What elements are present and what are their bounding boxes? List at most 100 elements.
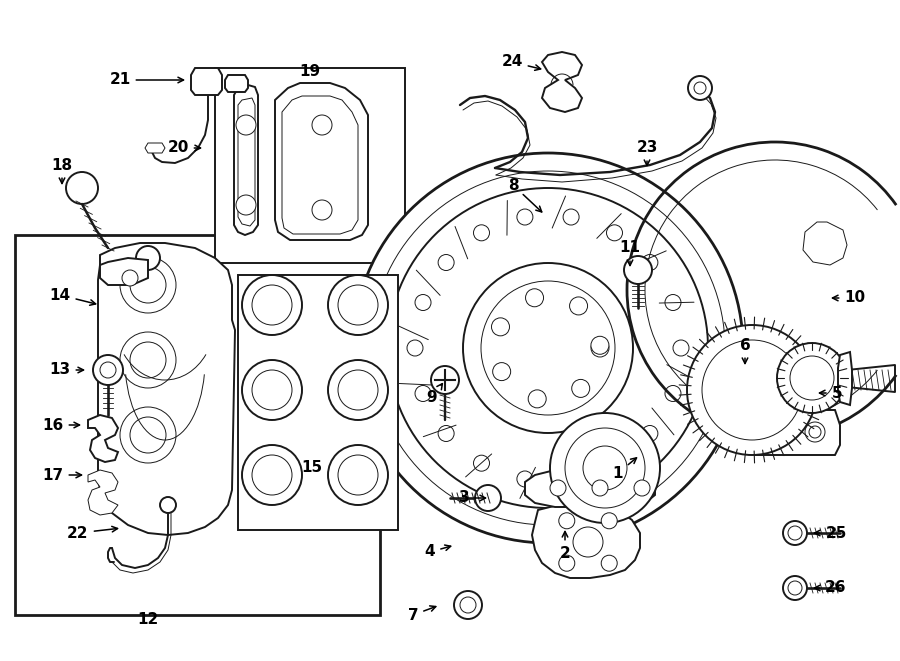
Text: 15: 15 bbox=[302, 461, 322, 475]
Circle shape bbox=[66, 172, 98, 204]
Circle shape bbox=[634, 480, 650, 496]
Polygon shape bbox=[88, 470, 118, 515]
Circle shape bbox=[130, 417, 166, 453]
Circle shape bbox=[100, 362, 116, 378]
Circle shape bbox=[338, 285, 378, 325]
Circle shape bbox=[805, 422, 825, 442]
Circle shape bbox=[312, 115, 332, 135]
Text: 16: 16 bbox=[42, 418, 79, 432]
Circle shape bbox=[565, 428, 645, 508]
Circle shape bbox=[136, 246, 160, 270]
Circle shape bbox=[415, 385, 431, 401]
Circle shape bbox=[563, 471, 579, 487]
Text: 6: 6 bbox=[740, 338, 751, 364]
Circle shape bbox=[694, 82, 706, 94]
Circle shape bbox=[601, 513, 617, 529]
Circle shape bbox=[120, 257, 176, 313]
Circle shape bbox=[572, 379, 590, 397]
Circle shape bbox=[475, 485, 501, 511]
Circle shape bbox=[371, 171, 725, 525]
Text: 18: 18 bbox=[51, 157, 73, 184]
Circle shape bbox=[673, 340, 689, 356]
Circle shape bbox=[460, 597, 476, 613]
Text: 10: 10 bbox=[832, 290, 866, 305]
Text: 22: 22 bbox=[68, 525, 118, 541]
Circle shape bbox=[809, 426, 821, 438]
Circle shape bbox=[788, 581, 802, 595]
Circle shape bbox=[473, 455, 490, 471]
Text: 2: 2 bbox=[560, 531, 571, 561]
Circle shape bbox=[236, 195, 256, 215]
Text: 14: 14 bbox=[50, 288, 95, 305]
Circle shape bbox=[665, 295, 681, 311]
Circle shape bbox=[702, 340, 802, 440]
Circle shape bbox=[563, 209, 579, 225]
Polygon shape bbox=[750, 410, 840, 455]
Text: 23: 23 bbox=[636, 141, 658, 165]
Polygon shape bbox=[838, 352, 852, 405]
Circle shape bbox=[687, 325, 817, 455]
Circle shape bbox=[550, 480, 566, 496]
Polygon shape bbox=[234, 85, 258, 235]
Circle shape bbox=[242, 445, 302, 505]
Circle shape bbox=[583, 446, 627, 490]
Text: 3: 3 bbox=[459, 490, 485, 506]
Text: 7: 7 bbox=[408, 606, 436, 623]
Bar bbox=[15, 235, 380, 615]
Text: 17: 17 bbox=[42, 467, 82, 483]
Text: 4: 4 bbox=[425, 545, 451, 559]
Polygon shape bbox=[98, 243, 235, 535]
Circle shape bbox=[517, 471, 533, 487]
Circle shape bbox=[338, 455, 378, 495]
Polygon shape bbox=[525, 468, 655, 507]
Circle shape bbox=[570, 297, 588, 315]
Polygon shape bbox=[238, 98, 255, 226]
Text: 24: 24 bbox=[501, 54, 541, 70]
Polygon shape bbox=[282, 96, 358, 234]
Text: 8: 8 bbox=[508, 178, 542, 212]
Circle shape bbox=[607, 225, 623, 241]
Circle shape bbox=[492, 363, 510, 381]
Polygon shape bbox=[225, 75, 248, 92]
Circle shape bbox=[160, 497, 176, 513]
Circle shape bbox=[328, 360, 388, 420]
Circle shape bbox=[252, 455, 292, 495]
Circle shape bbox=[528, 390, 546, 408]
Circle shape bbox=[236, 115, 256, 135]
Text: 12: 12 bbox=[138, 613, 158, 627]
Polygon shape bbox=[145, 143, 165, 153]
Circle shape bbox=[438, 254, 454, 270]
Circle shape bbox=[642, 426, 658, 442]
Circle shape bbox=[591, 339, 609, 357]
Circle shape bbox=[353, 153, 743, 543]
Text: 19: 19 bbox=[300, 65, 320, 79]
Text: 20: 20 bbox=[167, 141, 201, 155]
Circle shape bbox=[120, 332, 176, 388]
Bar bbox=[238, 275, 398, 530]
Circle shape bbox=[624, 256, 652, 284]
Text: 25: 25 bbox=[814, 525, 847, 541]
Circle shape bbox=[517, 209, 533, 225]
Circle shape bbox=[642, 254, 658, 270]
Polygon shape bbox=[88, 415, 118, 462]
Circle shape bbox=[481, 281, 615, 415]
Circle shape bbox=[415, 295, 431, 311]
Text: 11: 11 bbox=[619, 241, 641, 266]
Text: 5: 5 bbox=[820, 385, 842, 401]
Circle shape bbox=[592, 480, 608, 496]
Circle shape bbox=[252, 285, 292, 325]
Circle shape bbox=[550, 413, 660, 523]
Circle shape bbox=[607, 455, 623, 471]
Polygon shape bbox=[803, 222, 847, 265]
Circle shape bbox=[120, 407, 176, 463]
Polygon shape bbox=[100, 258, 148, 285]
Circle shape bbox=[473, 225, 490, 241]
Circle shape bbox=[573, 527, 603, 557]
Circle shape bbox=[338, 370, 378, 410]
Polygon shape bbox=[275, 83, 368, 240]
Circle shape bbox=[388, 188, 708, 508]
Circle shape bbox=[526, 289, 544, 307]
Text: 9: 9 bbox=[427, 383, 443, 405]
Text: 13: 13 bbox=[50, 362, 84, 377]
Circle shape bbox=[491, 318, 509, 336]
